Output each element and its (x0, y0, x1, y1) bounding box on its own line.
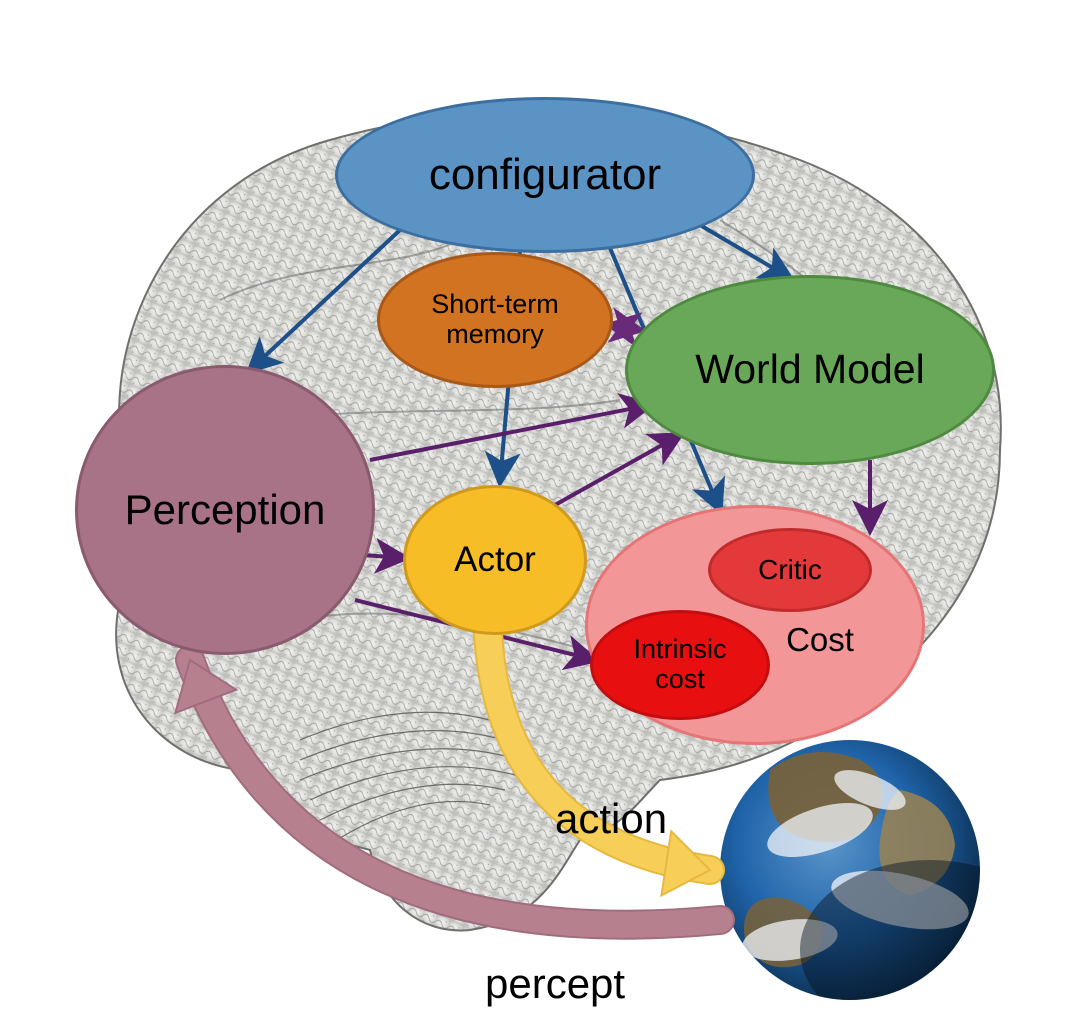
node-critic: Critic (708, 528, 872, 612)
node-intrinsic-cost-label: Intrinsic cost (633, 635, 726, 694)
node-critic-label: Critic (758, 555, 822, 586)
diagram-stage: configurator World Model Perception Short-t… (0, 0, 1088, 1018)
node-actor: Actor (403, 485, 587, 635)
node-world-model: World Model (625, 275, 995, 465)
node-cost-label: Cost (786, 622, 854, 658)
node-actor-label: Actor (454, 541, 536, 580)
node-perception: Perception (75, 365, 375, 655)
node-short-term-memory-label: Short-term memory (431, 290, 559, 349)
node-world-model-label: World Model (695, 347, 924, 392)
action-arrow-head (661, 831, 710, 895)
node-intrinsic-cost: Intrinsic cost (590, 610, 770, 720)
node-short-term-memory: Short-term memory (377, 252, 613, 388)
action-label: action (555, 795, 667, 843)
node-perception-label: Perception (125, 487, 326, 533)
node-configurator-label: configurator (429, 151, 661, 199)
node-configurator: configurator (335, 97, 755, 253)
percept-label: percept (485, 960, 625, 1008)
